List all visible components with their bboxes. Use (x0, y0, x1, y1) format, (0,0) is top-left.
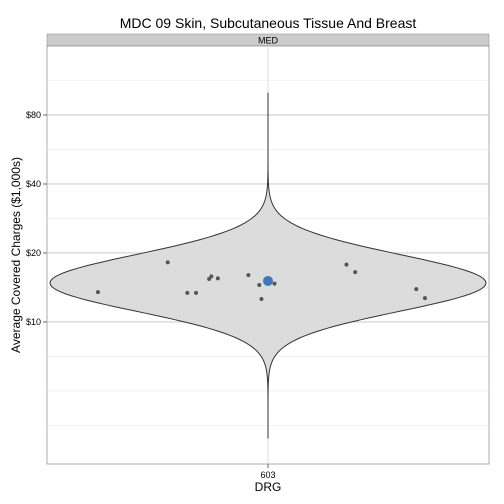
data-point (209, 274, 214, 279)
data-point (272, 281, 277, 286)
data-point (215, 276, 220, 281)
facet-label: MED (258, 36, 279, 46)
y-tick-label: $80 (26, 110, 41, 120)
data-point (353, 270, 358, 275)
data-point (414, 287, 419, 292)
data-point (259, 296, 264, 301)
data-point (95, 290, 100, 295)
mean-point (263, 275, 273, 286)
x-tick-label: 603 (260, 470, 275, 480)
data-point (344, 262, 349, 267)
data-point (194, 290, 199, 295)
data-point (246, 273, 251, 278)
data-points (95, 260, 427, 301)
data-point (165, 260, 170, 265)
y-tick-label: $10 (26, 317, 41, 327)
y-axis-label: Average Covered Charges ($1,000s) (9, 157, 23, 353)
x-axis: 603 (260, 464, 276, 480)
y-tick-label: $40 (26, 179, 41, 189)
x-axis-label: DRG (255, 480, 282, 494)
data-point (257, 282, 262, 287)
violin-shape (49, 92, 487, 439)
y-tick-label: $20 (26, 248, 41, 258)
chart-title: MDC 09 Skin, Subcutaneous Tissue And Bre… (120, 15, 417, 31)
data-point (185, 290, 190, 295)
data-point (422, 296, 427, 301)
y-axis: $10 $20 $40 $80 (26, 110, 47, 327)
